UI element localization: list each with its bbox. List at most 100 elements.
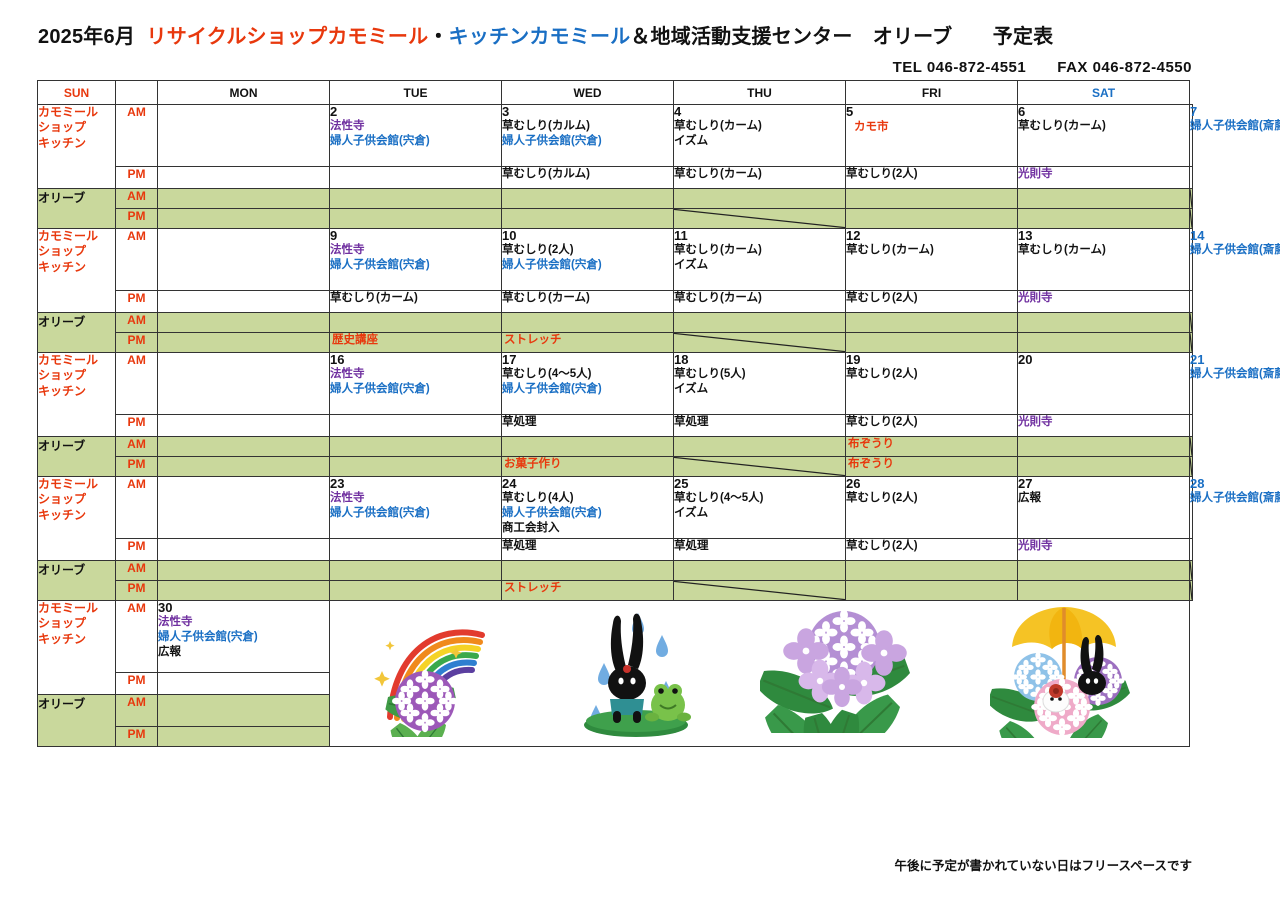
calendar-cell-am[interactable]: 3 草むしり(カルム) 婦人子供会館(宍倉)	[501, 104, 674, 167]
calendar-cell-olive-pm[interactable]	[845, 208, 1018, 229]
calendar-cell-am[interactable]: 4 草むしり(カーム) イズム	[673, 104, 846, 167]
calendar-cell-pm[interactable]: 光則寺	[1017, 290, 1190, 313]
calendar-cell-olive-am[interactable]	[157, 560, 330, 581]
calendar-cell-olive-am[interactable]	[501, 560, 674, 581]
calendar-cell-olive-am[interactable]	[1017, 560, 1190, 581]
calendar-cell-olive-pm[interactable]	[157, 208, 330, 229]
calendar-cell-am[interactable]: 28 婦人子供会館(斎藤)	[1189, 476, 1280, 539]
calendar-cell-pm[interactable]: 草むしり(カーム)	[501, 290, 674, 313]
calendar-cell-pm[interactable]	[1189, 290, 1193, 313]
calendar-cell-olive-am[interactable]: 布ぞうり	[845, 436, 1018, 457]
calendar-cell-am[interactable]: 16 法性寺 婦人子供会館(宍倉)	[329, 352, 502, 415]
calendar-cell-olive-pm[interactable]	[845, 332, 1018, 353]
calendar-cell-am[interactable]: 25 草むしり(4～5人) イズム	[673, 476, 846, 539]
calendar-cell-pm[interactable]	[329, 414, 502, 437]
calendar-cell-olive-am[interactable]	[845, 560, 1018, 581]
calendar-cell-olive-am[interactable]	[1189, 560, 1193, 581]
calendar-cell-olive-pm[interactable]: ストレッチ	[501, 580, 674, 601]
calendar-cell-pm[interactable]	[1189, 414, 1193, 437]
calendar-cell-pm[interactable]	[157, 538, 330, 561]
calendar-cell-am[interactable]: 9 法性寺 婦人子供会館(宍倉)	[329, 228, 502, 291]
calendar-cell-olive-pm[interactable]	[673, 580, 846, 601]
calendar-cell-am[interactable]: 13 草むしり(カーム)	[1017, 228, 1190, 291]
calendar-cell-olive-am[interactable]	[1017, 436, 1190, 457]
calendar-cell-am[interactable]: 30 法性寺 婦人子供会館(宍倉) 広報	[157, 600, 330, 673]
calendar-cell-olive-pm[interactable]	[501, 208, 674, 229]
calendar-cell-olive-pm[interactable]	[673, 456, 846, 477]
calendar-cell-olive-pm[interactable]	[1189, 208, 1193, 229]
calendar-cell-pm[interactable]: 草むしり(2人)	[845, 538, 1018, 561]
calendar-cell-olive-pm[interactable]	[157, 332, 330, 353]
calendar-cell-pm[interactable]	[1189, 166, 1193, 189]
calendar-cell-olive-am[interactable]	[1189, 312, 1193, 333]
calendar-cell-am[interactable]: 11 草むしり(カーム) イズム	[673, 228, 846, 291]
calendar-cell-am[interactable]	[157, 104, 330, 167]
calendar-cell-am[interactable]: 20	[1017, 352, 1190, 415]
calendar-cell-olive-pm[interactable]	[673, 332, 846, 353]
calendar-cell-olive-pm[interactable]	[673, 208, 846, 229]
calendar-cell-pm[interactable]: 草むしり(カーム)	[329, 290, 502, 313]
calendar-cell-pm[interactable]: 草処理	[673, 414, 846, 437]
calendar-cell-olive-pm[interactable]	[157, 726, 330, 747]
calendar-cell-olive-am[interactable]	[329, 188, 502, 209]
calendar-cell-olive-pm[interactable]	[1017, 580, 1190, 601]
calendar-cell-pm[interactable]: 草処理	[501, 414, 674, 437]
calendar-cell-am[interactable]: 17 草むしり(4～5人) 婦人子供会館(宍倉)	[501, 352, 674, 415]
calendar-cell-pm[interactable]: 草むしり(2人)	[845, 166, 1018, 189]
calendar-cell-pm[interactable]	[157, 672, 330, 695]
calendar-cell-olive-pm[interactable]	[157, 580, 330, 601]
calendar-cell-pm[interactable]: 草むしり(カルム)	[501, 166, 674, 189]
calendar-cell-olive-pm[interactable]: 歴史講座	[329, 332, 502, 353]
calendar-cell-am[interactable]: 23 法性寺 婦人子供会館(宍倉)	[329, 476, 502, 539]
calendar-cell-olive-am[interactable]	[673, 436, 846, 457]
calendar-cell-am[interactable]: 19 草むしり(2人)	[845, 352, 1018, 415]
calendar-cell-am[interactable]: 24 草むしり(4人) 婦人子供会館(宍倉) 商工会封入	[501, 476, 674, 539]
calendar-cell-pm[interactable]	[157, 290, 330, 313]
calendar-cell-olive-am[interactable]	[673, 560, 846, 581]
calendar-cell-olive-am[interactable]	[501, 312, 674, 333]
calendar-cell-am[interactable]: 18 草むしり(5人) イズム	[673, 352, 846, 415]
calendar-cell-olive-am[interactable]	[1017, 188, 1190, 209]
calendar-cell-am[interactable]: 5 カモ市	[845, 104, 1018, 167]
calendar-cell-olive-pm[interactable]	[845, 580, 1018, 601]
calendar-cell-pm[interactable]	[329, 166, 502, 189]
calendar-cell-am[interactable]	[157, 476, 330, 539]
calendar-cell-am[interactable]	[157, 228, 330, 291]
calendar-cell-olive-pm[interactable]	[329, 208, 502, 229]
calendar-cell-pm[interactable]: 草むしり(2人)	[845, 290, 1018, 313]
calendar-cell-pm[interactable]: 草処理	[673, 538, 846, 561]
calendar-cell-am[interactable]	[157, 352, 330, 415]
calendar-cell-olive-am[interactable]	[501, 188, 674, 209]
calendar-cell-olive-am[interactable]	[845, 312, 1018, 333]
calendar-cell-pm[interactable]: 草むしり(2人)	[845, 414, 1018, 437]
calendar-cell-olive-pm[interactable]: 布ぞうり	[845, 456, 1018, 477]
calendar-cell-pm[interactable]	[1189, 538, 1193, 561]
calendar-cell-olive-am[interactable]	[157, 694, 330, 727]
calendar-cell-olive-am[interactable]	[329, 560, 502, 581]
calendar-cell-pm[interactable]: 光則寺	[1017, 414, 1190, 437]
calendar-cell-pm[interactable]: 光則寺	[1017, 166, 1190, 189]
calendar-cell-pm[interactable]	[329, 538, 502, 561]
calendar-cell-am[interactable]: 2 法性寺 婦人子供会館(宍倉)	[329, 104, 502, 167]
calendar-cell-olive-am[interactable]	[1189, 188, 1193, 209]
calendar-cell-am[interactable]: 12 草むしり(カーム)	[845, 228, 1018, 291]
calendar-cell-am[interactable]: 10 草むしり(2人) 婦人子供会館(宍倉)	[501, 228, 674, 291]
calendar-cell-olive-pm[interactable]	[1189, 456, 1193, 477]
calendar-cell-am[interactable]: 7 婦人子供会館(斎藤)	[1189, 104, 1280, 167]
calendar-cell-olive-am[interactable]	[845, 188, 1018, 209]
calendar-cell-pm[interactable]: 光則寺	[1017, 538, 1190, 561]
calendar-cell-olive-am[interactable]	[673, 188, 846, 209]
calendar-cell-pm[interactable]	[157, 414, 330, 437]
calendar-cell-olive-pm[interactable]	[1017, 332, 1190, 353]
calendar-cell-am[interactable]: 14 婦人子供会館(斎藤)	[1189, 228, 1280, 291]
calendar-cell-olive-am[interactable]	[1017, 312, 1190, 333]
calendar-cell-olive-am[interactable]	[501, 436, 674, 457]
calendar-cell-olive-pm[interactable]: お菓子作り	[501, 456, 674, 477]
calendar-cell-olive-am[interactable]	[157, 188, 330, 209]
calendar-cell-olive-am[interactable]	[1189, 436, 1193, 457]
calendar-cell-olive-am[interactable]	[673, 312, 846, 333]
calendar-cell-pm[interactable]: 草むしり(カーム)	[673, 290, 846, 313]
calendar-cell-olive-am[interactable]	[329, 436, 502, 457]
calendar-cell-olive-pm[interactable]	[1017, 208, 1190, 229]
calendar-cell-pm[interactable]	[157, 166, 330, 189]
